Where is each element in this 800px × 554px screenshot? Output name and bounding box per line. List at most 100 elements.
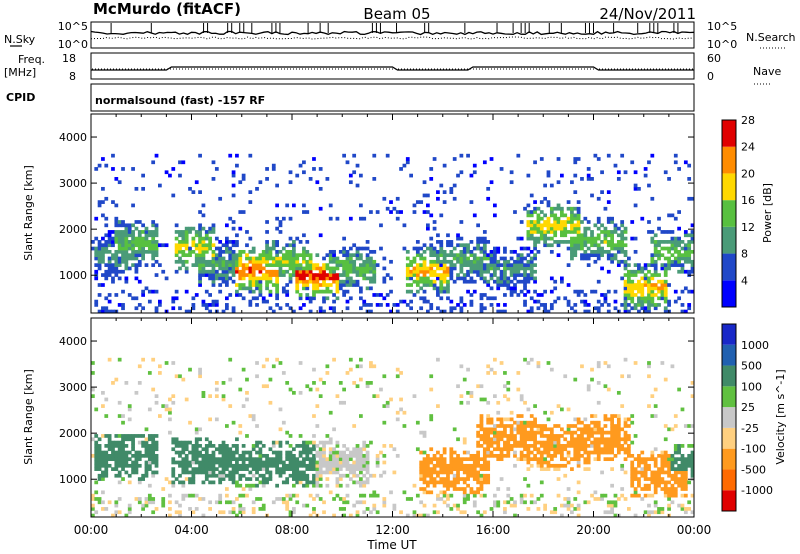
data-cell xyxy=(583,447,588,452)
data-cell xyxy=(405,513,410,518)
data-cell xyxy=(201,303,206,307)
data-cell xyxy=(690,510,695,515)
data-cell xyxy=(332,259,336,264)
data-cell xyxy=(137,477,142,481)
data-cell xyxy=(472,457,477,462)
data-cell xyxy=(248,453,253,458)
data-cell xyxy=(610,503,614,508)
data-cell xyxy=(606,243,611,248)
data-cell xyxy=(278,407,283,412)
data-cell xyxy=(566,240,571,244)
data-cell xyxy=(493,246,497,251)
data-cell xyxy=(268,273,273,277)
data-cell xyxy=(637,269,641,274)
data-cell xyxy=(503,427,507,432)
data-cell xyxy=(653,286,658,291)
data-cell xyxy=(178,460,182,465)
data-cell xyxy=(459,220,464,224)
y-tick-label: 4000 xyxy=(59,131,87,144)
data-cell xyxy=(184,460,189,465)
data-cell xyxy=(308,279,313,284)
data-cell xyxy=(606,240,611,244)
data-cell xyxy=(523,263,527,267)
data-cell xyxy=(288,180,293,185)
data-cell xyxy=(486,434,491,438)
data-cell xyxy=(563,213,568,218)
data-cell xyxy=(647,306,651,311)
data-cell xyxy=(352,447,357,452)
data-cell xyxy=(231,263,236,267)
data-cell xyxy=(298,434,303,438)
data-cell xyxy=(251,273,256,277)
data-cell xyxy=(489,420,494,425)
data-cell xyxy=(91,387,95,392)
data-cell xyxy=(576,230,581,234)
data-cell xyxy=(231,259,236,264)
data-cell xyxy=(412,203,417,208)
data-cell xyxy=(144,249,149,254)
data-cell xyxy=(154,226,159,231)
data-cell xyxy=(419,513,424,518)
data-cell xyxy=(573,223,578,228)
data-cell xyxy=(91,513,95,518)
data-cell xyxy=(335,263,340,267)
data-cell xyxy=(392,507,397,511)
data-cell xyxy=(439,453,444,458)
data-cell xyxy=(573,450,578,455)
data-cell xyxy=(479,420,484,425)
data-cell xyxy=(432,226,437,231)
data-cell xyxy=(560,450,564,455)
data-cell xyxy=(576,507,581,511)
data-cell xyxy=(613,437,618,442)
data-cell xyxy=(446,497,450,501)
data-cell xyxy=(459,460,464,465)
data-cell xyxy=(151,500,156,505)
data-cell xyxy=(573,457,578,462)
data-cell xyxy=(405,283,410,287)
data-cell xyxy=(556,220,561,224)
data-cell xyxy=(479,473,484,478)
data-cell xyxy=(181,444,186,448)
data-cell xyxy=(141,249,145,254)
data-cell xyxy=(452,157,457,161)
data-cell xyxy=(131,463,135,468)
data-cell xyxy=(278,256,283,261)
data-cell xyxy=(623,273,628,277)
data-cell xyxy=(124,236,129,241)
data-cell xyxy=(251,256,256,261)
data-cell xyxy=(523,293,527,297)
data-cell xyxy=(670,230,675,234)
data-cell xyxy=(516,371,521,375)
data-cell xyxy=(449,186,454,191)
data-cell xyxy=(543,220,547,224)
velocity-cells xyxy=(91,357,695,518)
data-cell xyxy=(288,266,293,271)
data-cell xyxy=(412,510,417,515)
data-cell xyxy=(503,444,507,448)
data-cell xyxy=(228,249,233,254)
data-cell xyxy=(278,440,283,445)
data-cell xyxy=(623,236,628,241)
data-cell xyxy=(235,269,239,274)
data-cell xyxy=(456,233,460,238)
data-cell xyxy=(288,279,293,284)
data-cell xyxy=(412,246,417,251)
data-cell xyxy=(436,190,440,194)
data-cell xyxy=(268,289,273,294)
data-cell xyxy=(479,483,484,488)
data-cell xyxy=(211,269,216,274)
data-cell xyxy=(549,447,554,452)
data-cell xyxy=(446,473,450,478)
data-cell xyxy=(687,240,692,244)
data-cell xyxy=(124,240,129,244)
data-cell xyxy=(506,434,511,438)
data-cell xyxy=(513,249,517,254)
data-cell xyxy=(529,266,534,271)
data-cell xyxy=(248,269,253,274)
data-cell xyxy=(647,160,651,165)
data-cell xyxy=(606,216,611,221)
data-cell xyxy=(342,513,346,518)
data-cell xyxy=(188,493,192,498)
data-cell xyxy=(422,480,427,485)
data-cell xyxy=(322,263,326,267)
